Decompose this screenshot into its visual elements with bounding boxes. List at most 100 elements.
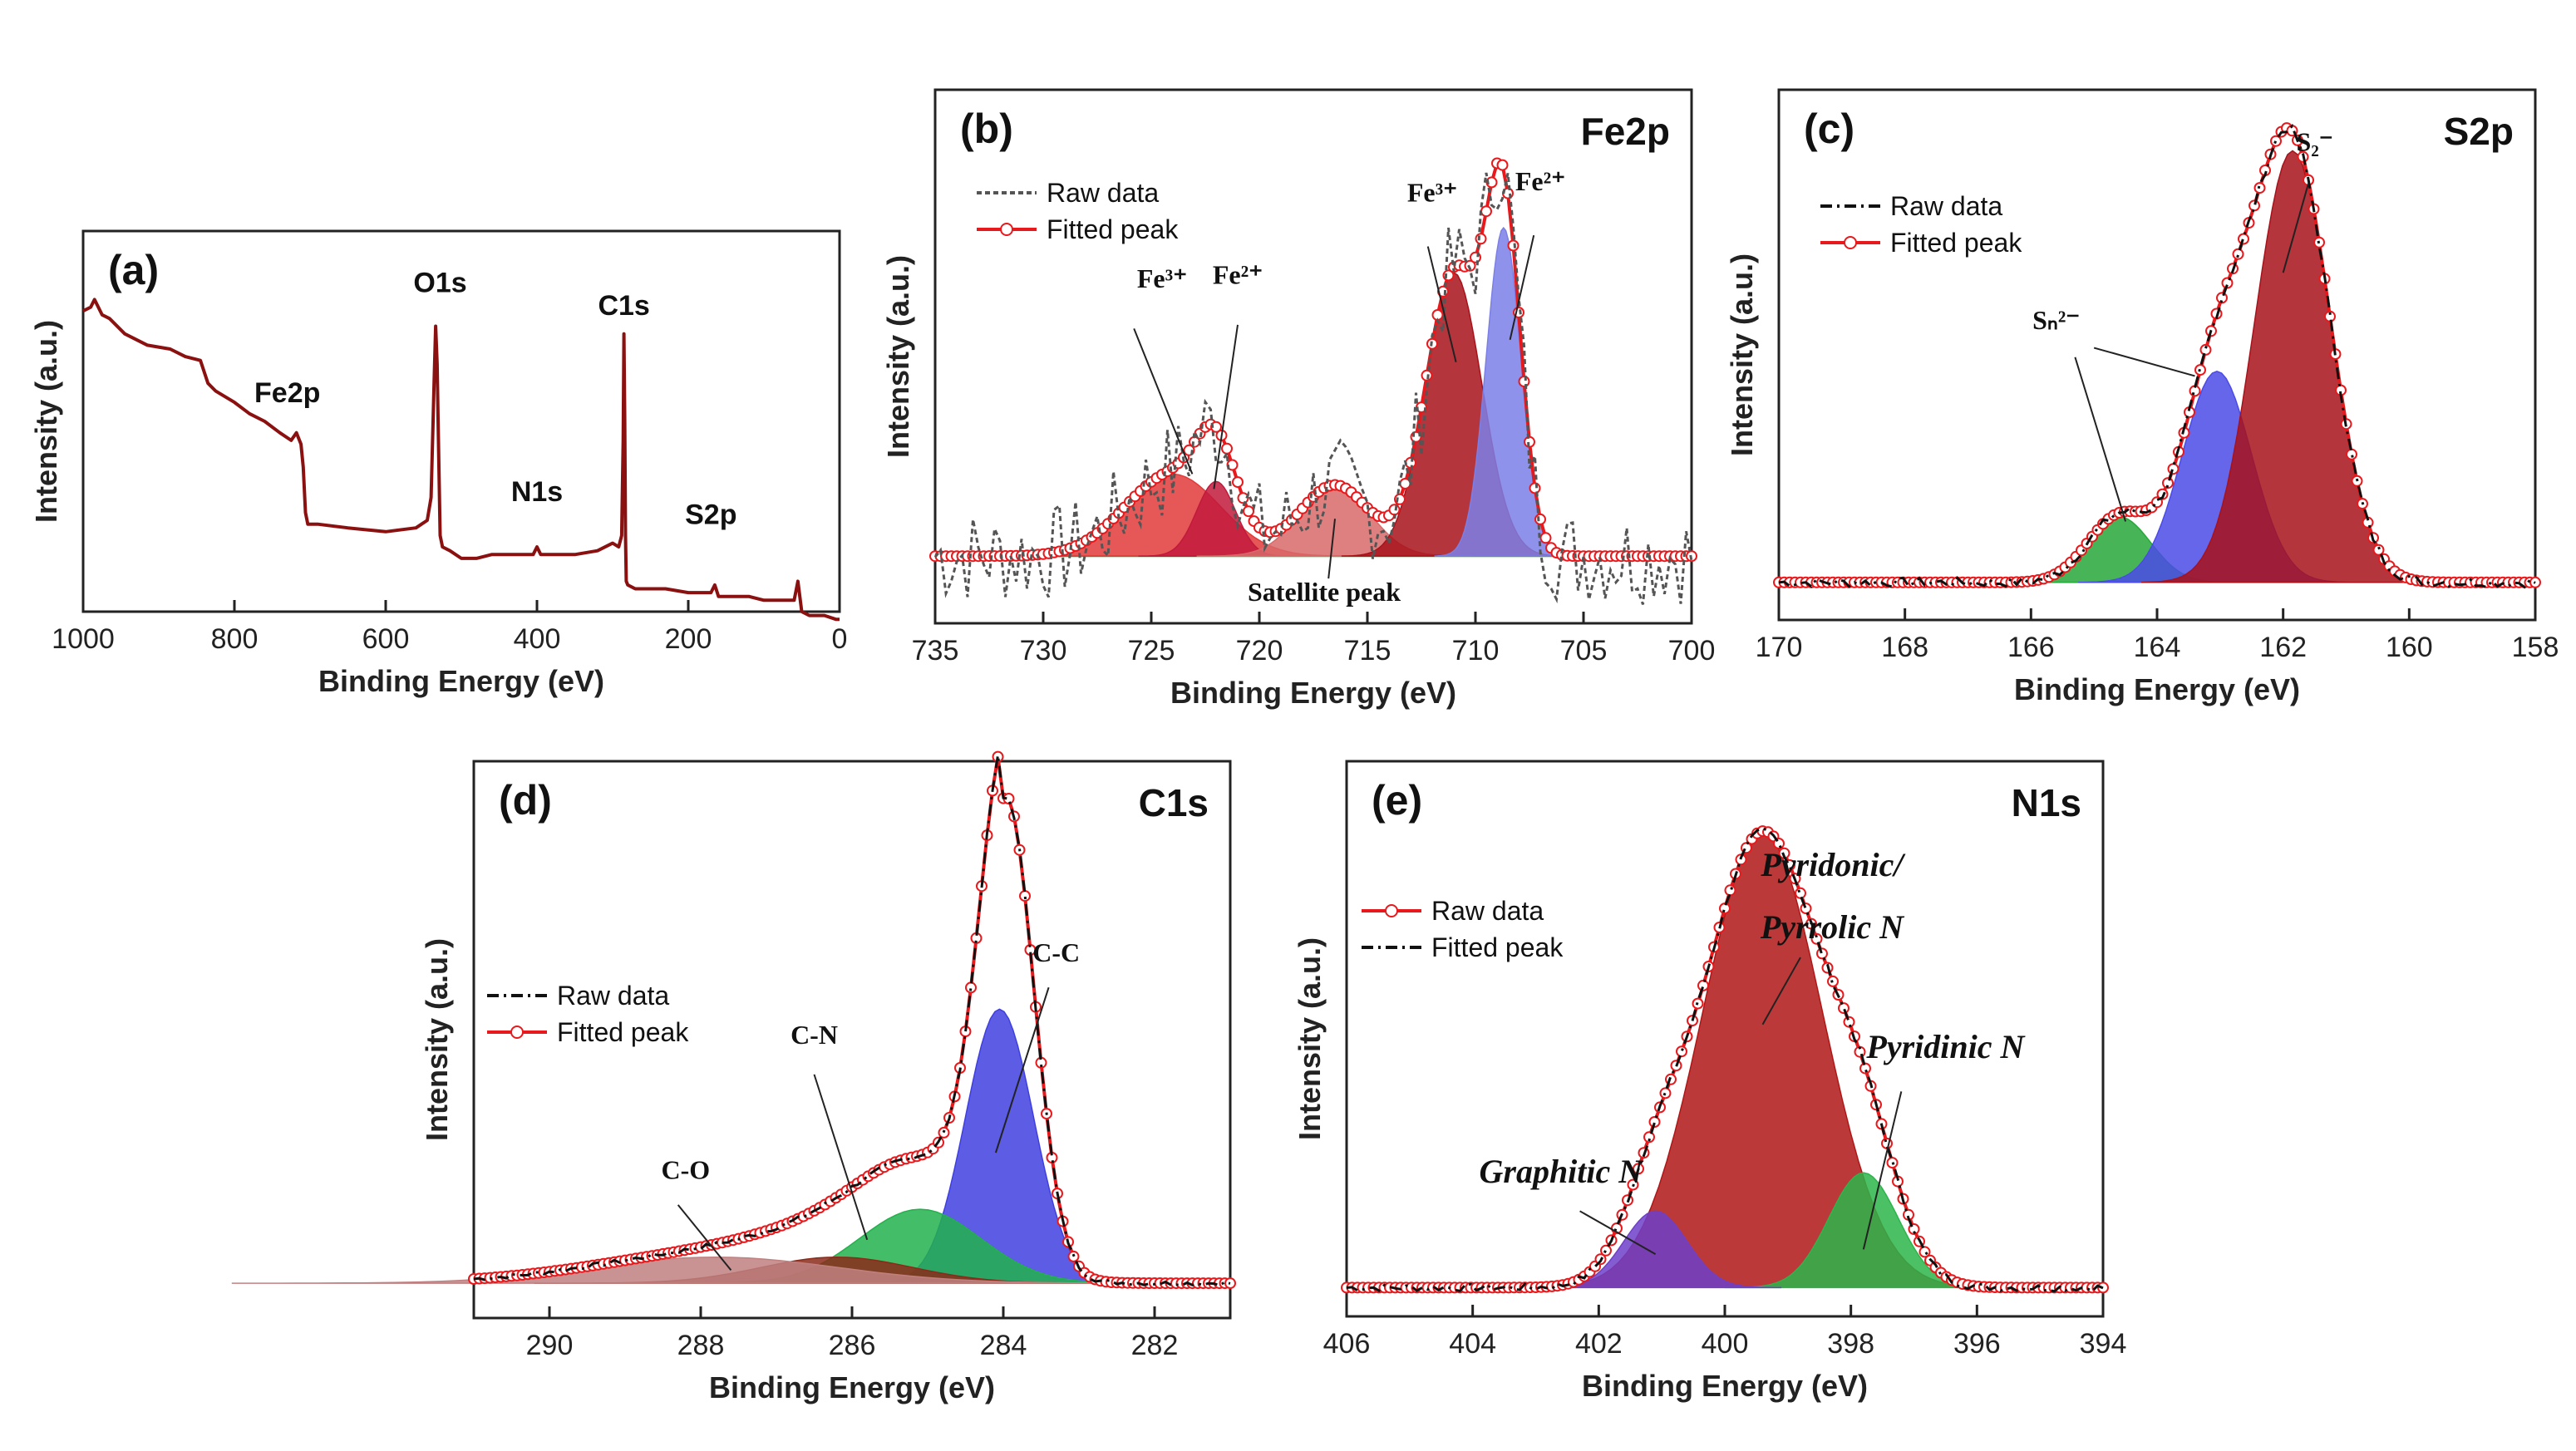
peak-label: S2p: [685, 499, 736, 531]
x-tick-label: 406: [1323, 1328, 1371, 1360]
fitted-peak-marker: [1475, 233, 1487, 245]
panel-e-n1s: 406 404 402 400 398 396 394 Binding Energy (eV)…: [1293, 760, 2126, 1403]
co-label: C-O: [661, 1155, 710, 1185]
x-tick-label: 286: [829, 1330, 876, 1361]
panel-b-fe2p: 735 730 725 720 715 710 705 700 Binding Energy (…: [881, 88, 1716, 710]
raw-data-line: [933, 172, 1693, 605]
c-peak: [231, 1256, 1200, 1284]
x-tick-label: 700: [1668, 635, 1716, 666]
graphitic-label: Graphitic N: [1479, 1153, 1644, 1190]
fitted-peak-marker: [1648, 1116, 1661, 1128]
fitted-peak-marker: [1480, 205, 1492, 218]
fitted-peak-marker: [1659, 1087, 1672, 1099]
panel-c-s2p: 170 168 166 164 162 160 158 Binding Energy (eV)…: [1725, 88, 2559, 706]
fitted-peak-marker: [2346, 448, 2357, 460]
x-tick-label: 400: [1702, 1328, 1749, 1360]
x-tick-label: 710: [1452, 635, 1500, 666]
x-tick-label: 800: [211, 623, 259, 655]
fitted-peak-marker: [1810, 932, 1823, 945]
fitted-peak-marker: [1676, 1045, 1687, 1058]
fitted-peak-marker: [1697, 979, 1709, 991]
fitted-peak-marker: [1243, 505, 1254, 518]
peak-label: N1s: [511, 476, 563, 508]
x-tick-label: 0: [832, 623, 848, 655]
fitted-peak-marker: [1529, 482, 1541, 494]
annotation-leader: [677, 1204, 732, 1271]
fitted-peak-marker: [1507, 239, 1519, 252]
x-tick-label: 725: [1128, 635, 1175, 666]
fitted-peak-marker: [2156, 488, 2169, 500]
x-tick-label: 282: [1131, 1330, 1179, 1361]
x-tick-label: 158: [2512, 632, 2559, 663]
panel-title: C1s: [1139, 781, 1209, 824]
fitted-peak-marker: [1539, 532, 1552, 544]
x-axis-label: Binding Energy (eV): [2014, 672, 2300, 706]
legend-fit-marker: [1000, 223, 1013, 236]
x-tick-label: 166: [2007, 632, 2055, 663]
fitted-peak-marker: [965, 981, 977, 994]
annotation-leader: [2074, 357, 2127, 522]
fe3-high-label: Fe³⁺: [1137, 263, 1187, 293]
x-tick-label: 715: [1344, 635, 1391, 666]
fitted-peak-marker: [1019, 890, 1031, 903]
legend-label: Raw data: [557, 981, 669, 1011]
fe2-low-label: Fe²⁺: [1515, 166, 1565, 196]
legend-label: Fitted peak: [1890, 228, 2022, 258]
plot-frame: [933, 88, 1693, 625]
fitted-peak-marker: [1237, 492, 1249, 504]
x-tick-label: 168: [1881, 632, 1928, 663]
legend-label: Fitted peak: [1431, 932, 1564, 962]
y-axis-label: Intensity (a.u.): [29, 320, 63, 523]
panel-label: (b): [960, 106, 1013, 152]
fitted-peak-marker: [1421, 369, 1433, 381]
fitted-peak-marker: [2270, 135, 2282, 147]
fitted-peak-marker: [2238, 233, 2249, 245]
y-axis-label: Intensity (a.u.): [420, 938, 454, 1141]
x-tick-label: 288: [677, 1330, 725, 1361]
annotation-leader: [1213, 324, 1239, 489]
fitted-peak-marker: [2167, 463, 2180, 475]
annotation-leader: [2282, 183, 2309, 273]
legend-fit-marker: [1844, 236, 1857, 249]
x-tick-label: 404: [1449, 1328, 1496, 1360]
fitted-peak-marker: [1859, 1062, 1871, 1075]
annotation-leader: [1761, 957, 1801, 1026]
x-tick-label: 396: [1953, 1328, 2001, 1360]
cn-label: C-N: [791, 1020, 838, 1050]
fitted-peak-marker: [1534, 513, 1546, 525]
y-axis-label: Intensity (a.u.): [1293, 937, 1327, 1140]
y-axis-label: Intensity (a.u.): [881, 255, 915, 458]
fitted-peak-marker: [1816, 947, 1828, 960]
x-tick-label: 730: [1020, 635, 1067, 666]
legend-label: Raw data: [1890, 191, 2002, 221]
peak-label: C1s: [598, 290, 649, 322]
x-tick-label: 402: [1575, 1328, 1623, 1360]
x-tick-label: 284: [980, 1330, 1027, 1361]
x-axis-label: Binding Energy (eV): [1170, 676, 1456, 710]
annotation-leader: [1579, 1210, 1657, 1256]
panel-title: S2p: [2444, 110, 2514, 153]
fe2-high-label: Fe²⁺: [1213, 259, 1263, 289]
fitted-peak-marker: [2199, 343, 2212, 356]
legend-label: Raw data: [1431, 896, 1544, 926]
annotation-leader: [2093, 347, 2195, 377]
fitted-peak-marker: [1795, 887, 1806, 899]
panel-d-c1s: 290 288 286 284 282 Binding Energy (eV) Intens…: [231, 750, 1236, 1404]
x-tick-label: 164: [2134, 632, 2181, 663]
x-tick-label: 720: [1236, 635, 1283, 666]
fitted-peak-marker: [1221, 442, 1233, 455]
x-tick-label: 1000: [52, 623, 115, 655]
x-axis-label: Binding Energy (eV): [318, 664, 604, 698]
fe3-low-label: Fe³⁺: [1407, 178, 1457, 208]
fitted-peak-marker: [1232, 476, 1244, 489]
panel-a-survey: 1000 800 600 400 200 0 Binding Energy (eV) Inte…: [29, 229, 848, 698]
annotation-leader: [813, 1074, 869, 1241]
y-axis-label: Intensity (a.u.): [1725, 253, 1759, 456]
annotation-leader: [1509, 234, 1535, 341]
x-tick-label: 200: [665, 623, 712, 655]
satellite-peak-label: Satellite peak: [1248, 577, 1401, 607]
peak-label: Fe2p: [254, 377, 320, 409]
legend-fit-marker: [1385, 904, 1398, 917]
panel-title: N1s: [2012, 781, 2081, 824]
